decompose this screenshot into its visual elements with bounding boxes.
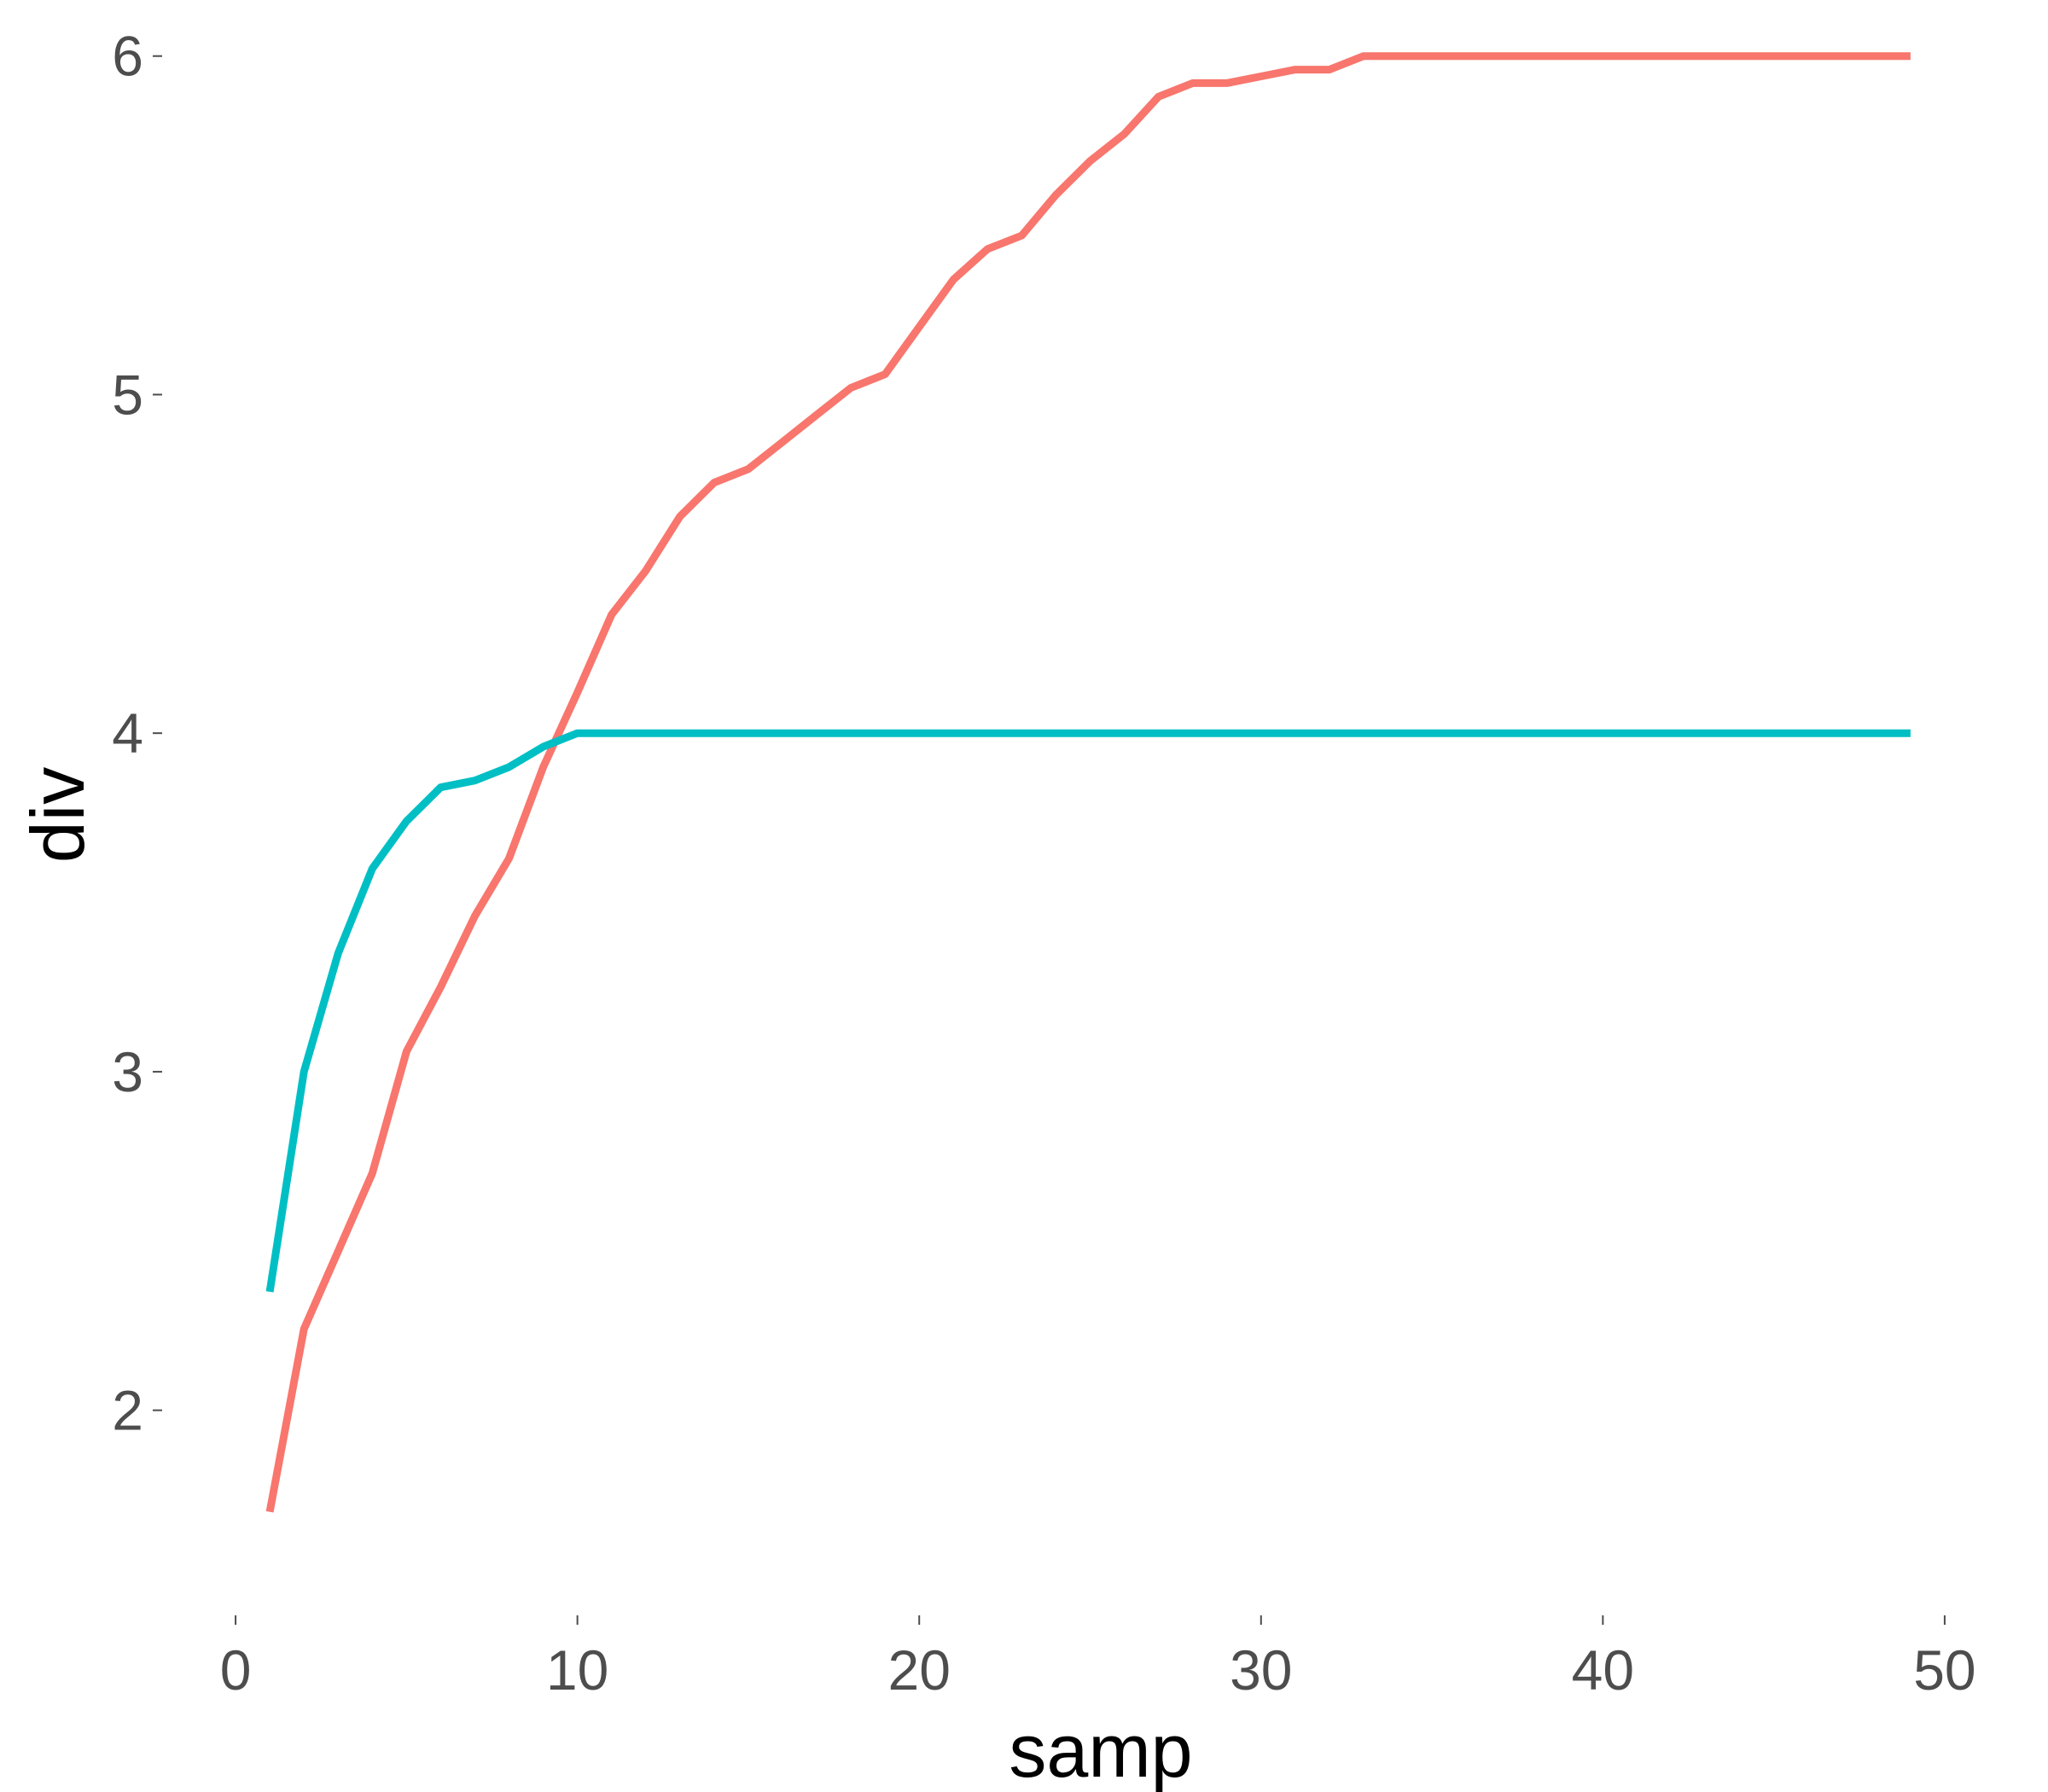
x-axis: 0 10 20 30 40 50 [220, 1615, 1976, 1702]
x-axis-title: samp [1009, 1708, 1192, 1792]
x-tick-label: 10 [546, 1638, 608, 1702]
series-line-1 [265, 52, 1911, 1513]
y-axis-title: div [15, 767, 100, 864]
y-tick-label: 3 [112, 1040, 143, 1103]
x-tick-label: 30 [1230, 1638, 1292, 1702]
x-tick-label: 0 [220, 1638, 252, 1702]
y-tick-label: 6 [112, 25, 143, 88]
y-axis: 2 3 4 5 6 [112, 25, 162, 1442]
x-tick-label: 50 [1913, 1638, 1975, 1702]
y-tick-label: 2 [112, 1379, 143, 1442]
series-line-2 [265, 729, 1911, 1293]
x-tick-label: 20 [888, 1638, 951, 1702]
series-layer [265, 52, 1911, 1513]
x-tick-label: 40 [1572, 1638, 1634, 1702]
y-tick-label: 4 [112, 701, 143, 765]
y-tick-label: 5 [112, 363, 143, 426]
